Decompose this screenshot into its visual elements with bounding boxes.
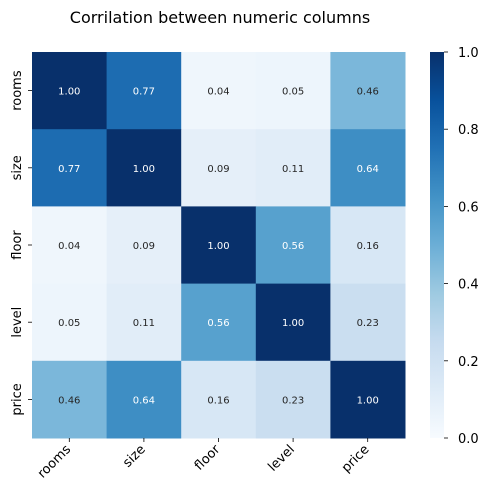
cell-value-label: 1.00 [357,395,379,406]
heatmap-cell [181,360,257,439]
colorbar-tick-label: 1.0 [458,46,479,61]
cell-value-label: 0.09 [207,164,229,175]
cell-value-label: 0.16 [357,241,379,252]
cell-value-label: 0.05 [282,87,304,98]
colorbar-gradient [430,52,444,438]
cell-value-label: 0.46 [58,395,80,406]
y-tick-label: size [10,155,25,180]
heatmap-cell [330,360,406,439]
cell-value-label: 1.00 [207,241,229,252]
cell-value-label: 0.64 [357,164,379,175]
x-axis-tick-labels: rooms size floor level price [35,438,373,481]
cell-value-label: 0.09 [133,241,155,252]
heatmap-cell [106,52,182,130]
heatmap-cell [255,52,331,130]
cell-value-label: 0.77 [58,164,80,175]
cell-value-label: 0.77 [133,87,155,98]
colorbar: 0.0 0.2 0.4 0.6 0.8 1.0 [430,46,479,447]
heatmap-cell [32,360,108,439]
heatmap-cell [181,283,257,362]
x-tick-label: floor [192,442,224,474]
cell-value-label: 0.23 [357,318,379,329]
cell-value-label: 0.04 [207,87,229,98]
cell-value-label: 0.46 [357,87,379,98]
x-tick-label: level [265,442,297,474]
heatmap-cell [106,129,182,207]
heatmap-cell [181,129,257,207]
colorbar-ticks: 0.0 0.2 0.4 0.6 0.8 1.0 [444,46,479,447]
cell-value-label: 0.56 [282,241,304,252]
cell-value-label: 1.00 [133,164,155,175]
cell-value-label: 0.11 [282,164,304,175]
cell-value-label: 1.00 [282,318,304,329]
x-tick-label: price [339,442,372,475]
heatmap-cell [32,206,108,285]
heatmap-cell [330,129,406,207]
heatmap-cell [106,206,182,285]
cell-value-label: 0.05 [58,318,80,329]
colorbar-tick-label: 0.8 [458,123,479,138]
heatmap-cell [32,52,108,130]
heatmap-cell [330,206,406,285]
colorbar-tick-label: 0.0 [458,432,479,447]
heatmap-cell [32,129,108,207]
heatmap-cell [330,52,406,130]
heatmap-cells: 1.00 0.77 0.04 0.05 0.46 0.77 1.00 0.09 0.11 0.64… [32,52,406,439]
y-tick-label: level [10,307,25,338]
chart-title: Corrilation between numeric columns [70,8,370,27]
y-tick-label: price [10,383,25,415]
heatmap-cell [255,283,331,362]
x-tick-label: size [120,442,148,470]
x-tick-label: rooms [35,442,74,481]
heatmap-cell [330,283,406,362]
heatmap-cell [255,206,331,285]
cell-value-label: 1.00 [58,87,80,98]
heatmap-cell [255,129,331,207]
heatmap-cell [106,283,182,362]
colorbar-tick-label: 0.4 [458,278,479,293]
cell-value-label: 0.56 [207,318,229,329]
y-tick-label: floor [10,230,25,260]
y-axis-tick-labels: rooms size floor level price [10,70,32,416]
cell-value-label: 0.04 [58,241,80,252]
cell-value-label: 0.16 [207,395,229,406]
cell-value-label: 0.64 [133,395,155,406]
colorbar-tick-label: 0.6 [458,200,479,215]
heatmap-cell [255,360,331,439]
heatmap-cell [181,206,257,285]
heatmap-cell [32,283,108,362]
y-tick-label: rooms [10,70,25,111]
colorbar-tick-label: 0.2 [458,355,479,370]
cell-value-label: 0.11 [133,318,155,329]
cell-value-label: 0.23 [282,395,304,406]
heatmap-cell [181,52,257,130]
heatmap-cell [106,360,182,439]
